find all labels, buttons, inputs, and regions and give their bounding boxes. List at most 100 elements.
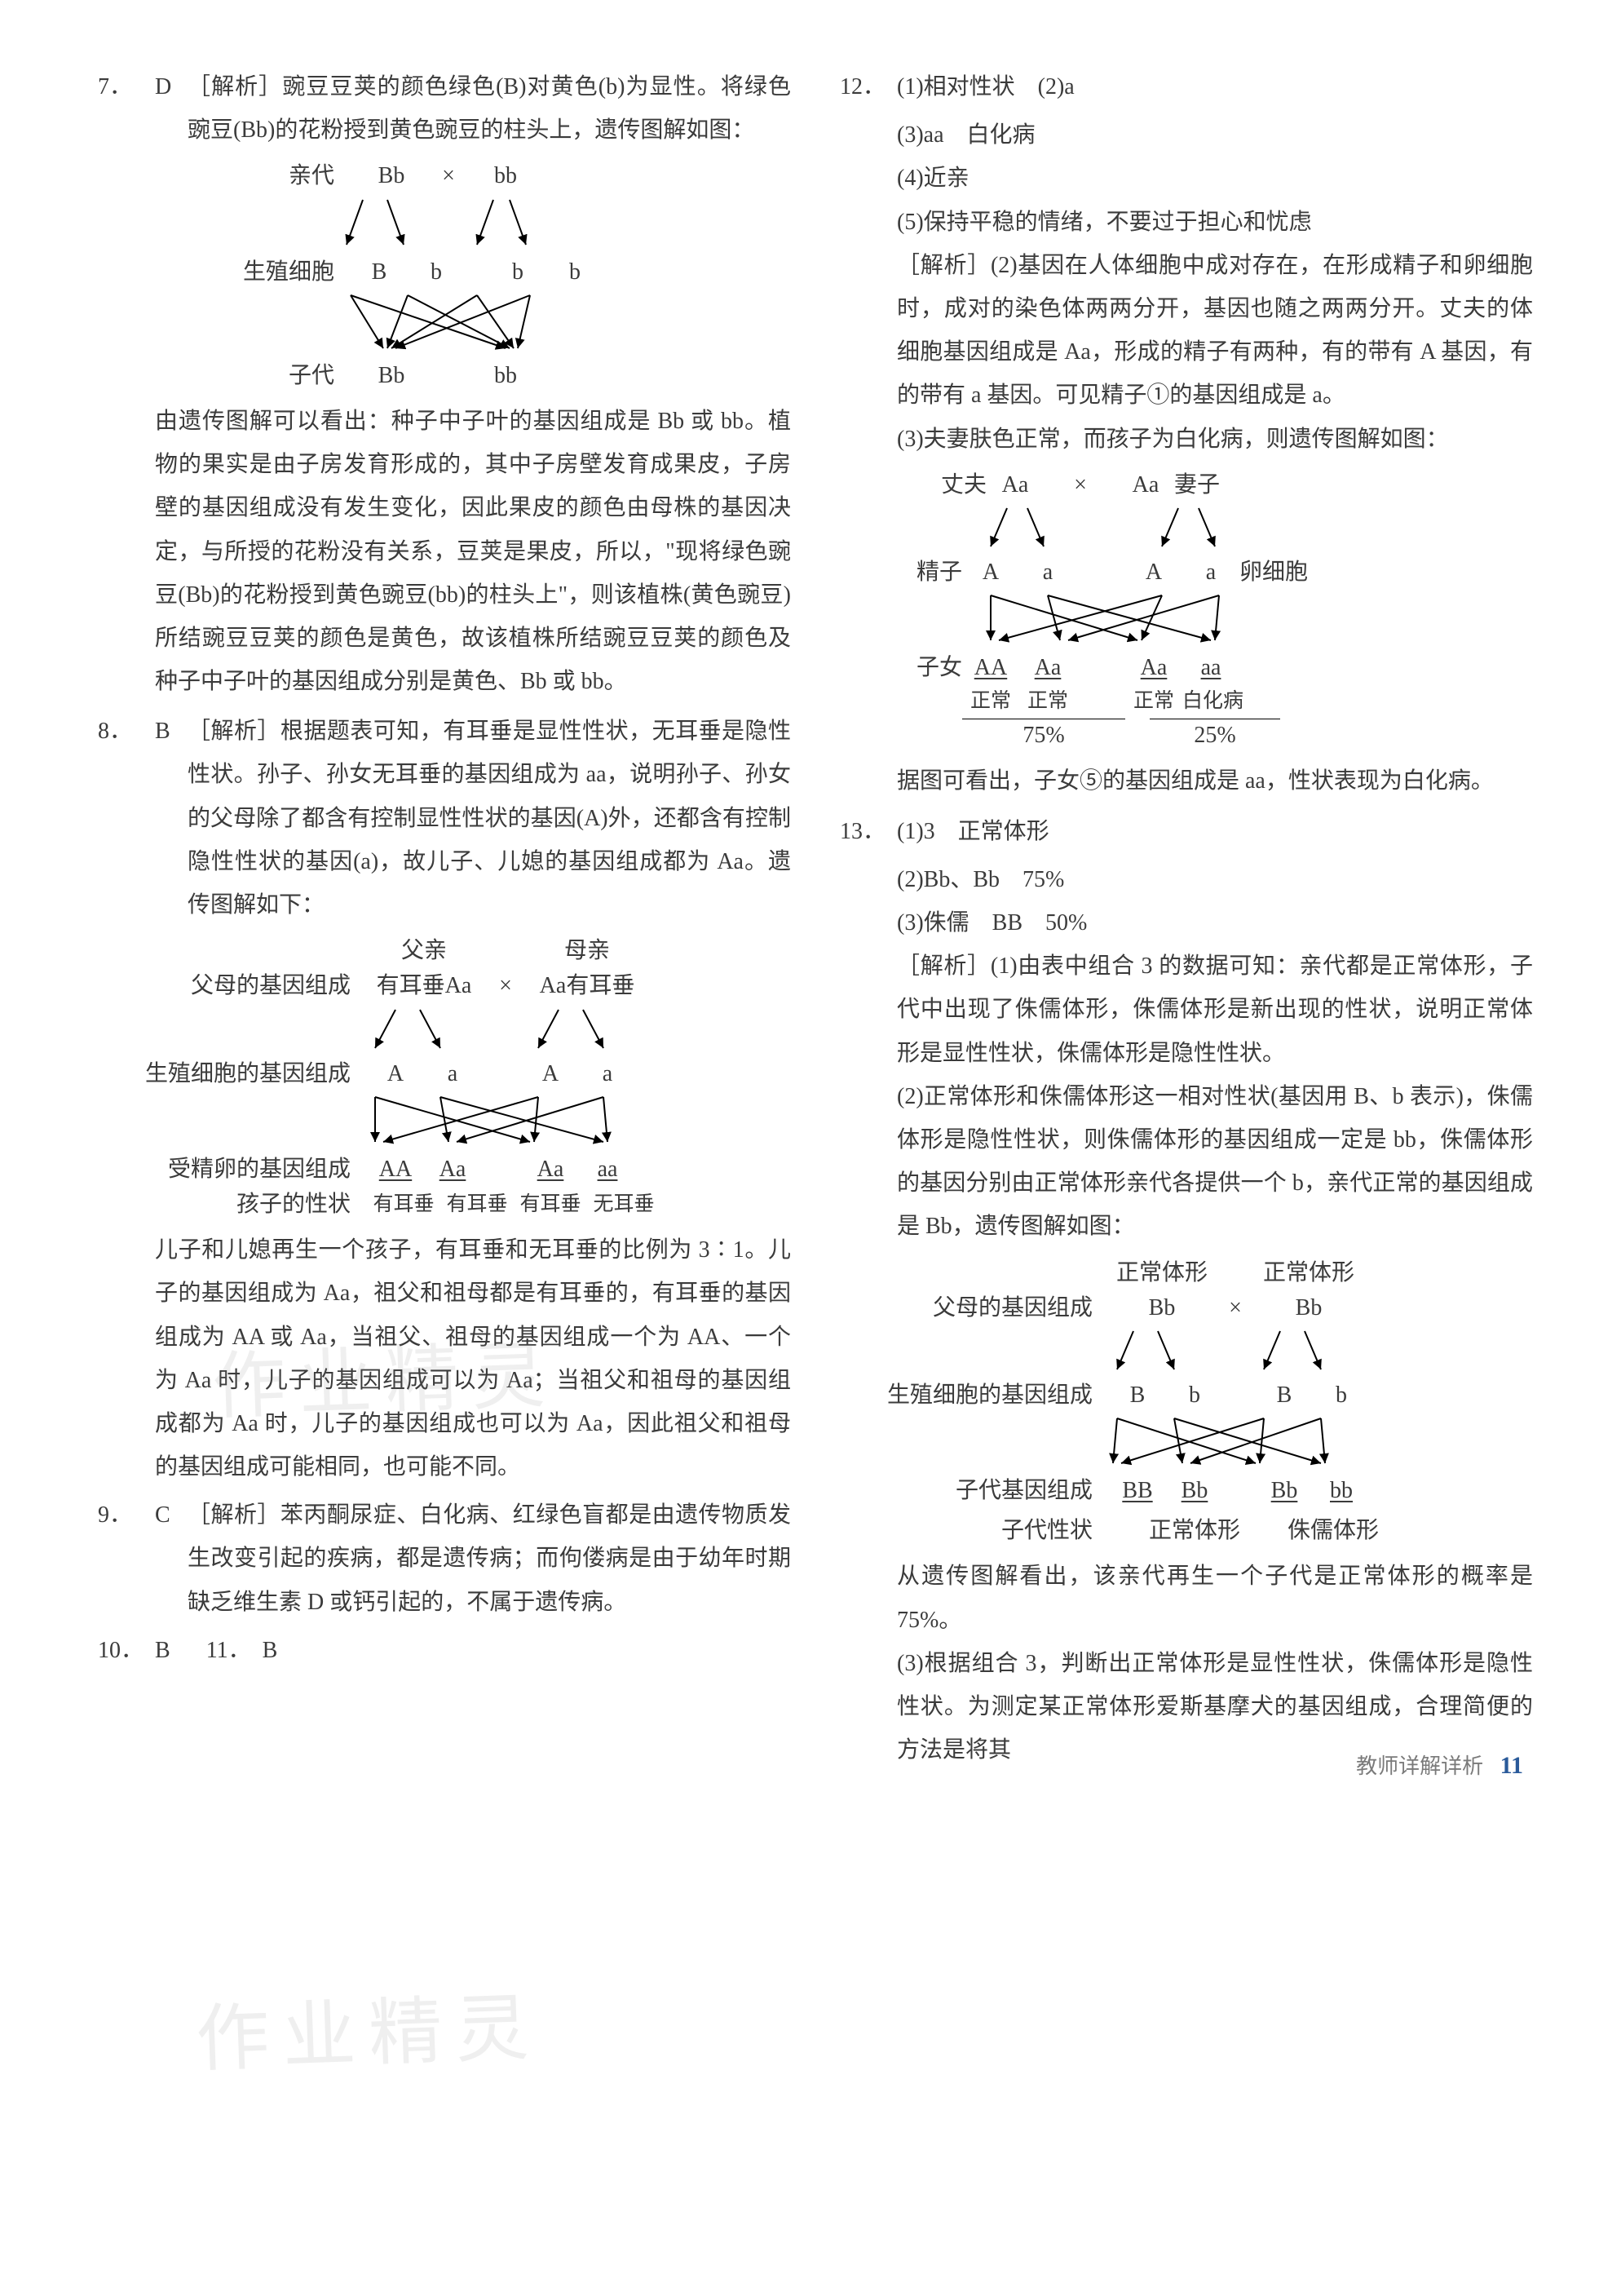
g3: A — [1125, 556, 1182, 588]
gamete-gene-label: 生殖细胞的基因组成 — [864, 1379, 1109, 1411]
q9-answer: C — [155, 1493, 188, 1624]
gamete-gene-label: 生殖细胞的基因组成 — [122, 1058, 367, 1090]
g2: a — [424, 1058, 481, 1090]
p0r: 正常体形 — [1256, 1257, 1362, 1289]
q12: 12． (1)相对性状 (2)a — [840, 65, 1533, 108]
zygote-gene-label: 受精卵的基因组成 — [122, 1153, 367, 1185]
q12-a1: (1)相对性状 (2)a — [897, 65, 1533, 108]
gamete-label: 生殖细胞 — [155, 256, 351, 288]
o4: aa — [579, 1153, 636, 1185]
analysis-tag: ［解析］ — [188, 719, 280, 744]
q8-answer: B — [155, 710, 188, 927]
q11-number: 11． — [206, 1638, 240, 1663]
q8-diagram: 父亲 母亲 父母的基因组成 有耳垂Aa × Aa有耳垂 生殖细胞的基因组成 A — [122, 935, 791, 1220]
q13-diagram: 正常体形 正常体形 父母的基因组成 Bb × Bb 生殖细胞的基因组成 B b — [864, 1257, 1533, 1547]
q8-text2: 儿子和儿媳再生一个孩子，有耳垂和无耳垂的比例为 3∶1。儿子的基因组成为 Aa，… — [98, 1228, 791, 1489]
left-column: 7． D ［解析］豌豆豆荚的颜色绿色(B)对黄色(b)为显性。将绿色豌豆(Bb)… — [98, 65, 791, 1772]
g2: a — [1019, 556, 1076, 588]
q13-a2: (2)Bb、Bb 75% — [840, 858, 1533, 901]
q12-number: 12． — [840, 65, 897, 108]
arrows-svg — [155, 196, 612, 253]
o2: Bb — [1166, 1475, 1223, 1506]
p1: 正常体形 — [1109, 1515, 1280, 1546]
g1: B — [351, 256, 408, 288]
g4: a — [579, 1058, 636, 1090]
cross: × — [1215, 1292, 1256, 1324]
q8-number: 8． — [98, 710, 155, 927]
p2: 正常 — [1019, 687, 1076, 715]
footer-label: 教师详解详析 — [1356, 1754, 1483, 1778]
g1: A — [367, 1058, 424, 1090]
off-label: 子代 — [155, 360, 351, 392]
p4: 白化病 — [1182, 687, 1256, 715]
analysis-tag: ［解析］ — [188, 1502, 280, 1528]
cross-arrows — [864, 1414, 1435, 1471]
p2: 有耳垂 — [440, 1190, 514, 1219]
q12-diagram: 丈夫 Aa × Aa 妻子 精子 A a A a 卵细胞 — [897, 469, 1533, 752]
q7-answer: D — [155, 65, 188, 152]
off-trait-label: 子代性状 — [864, 1515, 1109, 1546]
parent-r: Aa — [1117, 469, 1174, 501]
cross-symbol: × — [432, 160, 465, 192]
wife-label: 妻子 — [1174, 469, 1248, 501]
g3: A — [522, 1058, 579, 1090]
g2: b — [1166, 1379, 1223, 1411]
q13-a1: (1)3 正常体形 — [897, 810, 1533, 853]
g1: B — [1109, 1379, 1166, 1411]
q13-e2b: 从遗传图解看出，该亲代再生一个子代是正常体形的概率是 75%。 — [840, 1555, 1533, 1641]
parent-gene-label: 父母的基因组成 — [864, 1292, 1109, 1324]
parent-gene-label: 父母的基因组成 — [122, 970, 367, 1002]
analysis-tag: ［解析］ — [188, 74, 282, 100]
page-footer: 教师详解详析 11 — [1356, 1750, 1523, 1780]
o1: AA — [962, 652, 1019, 683]
q7-number: 7． — [98, 65, 155, 152]
q13-e2: (2)正常体形和侏儒体形这一相对性状(基因用 B、b 表示)，侏儒体形是隐性性状… — [840, 1075, 1533, 1249]
p1: 正常 — [962, 687, 1019, 715]
watermark: 作业精灵 — [194, 1968, 543, 2086]
q8: 8． B ［解析］根据题表可知，有耳垂是显性性状，无耳垂是隐性性状。孙子、孙女无… — [98, 710, 791, 927]
arrows — [864, 1327, 1435, 1376]
p0l: 正常体形 — [1109, 1257, 1215, 1289]
q10-number: 10． — [98, 1629, 155, 1672]
g3: b — [489, 256, 546, 288]
q7: 7． D ［解析］豌豆豆荚的颜色绿色(B)对黄色(b)为显性。将绿色豌豆(Bb)… — [98, 65, 791, 152]
q7-text2: 由遗传图解可以看出：种子中子叶的基因组成是 Bb 或 bb。植物的果实是由子房发… — [98, 400, 791, 703]
husband-label: 丈夫 — [897, 469, 987, 501]
q13-e1: (1)由表中组合 3 的数据可知：亲代都是正常体形，子代中出现了侏儒体形，侏儒体… — [897, 953, 1533, 1065]
g2: b — [408, 256, 465, 288]
q9-number: 9． — [98, 1493, 155, 1624]
o4: aa — [1182, 652, 1239, 683]
o1: AA — [367, 1153, 424, 1185]
p4: 无耳垂 — [587, 1190, 660, 1219]
q7-diagram: 亲代 Bb × bb 生殖细胞 B b b b — [155, 160, 791, 392]
q12-a4: (4)近亲 — [840, 157, 1533, 200]
parent-r: Bb — [1256, 1292, 1362, 1324]
parent-l: 有耳垂Aa — [367, 970, 481, 1002]
q12-e2: (2)基因在人体细胞中成对存在，在形成精子和卵细胞时，成对的染色体两两分开，基因… — [897, 253, 1533, 409]
q12-e3: (3)夫妻肤色正常，而孩子为白化病，则遗传图解如图： — [840, 418, 1533, 461]
o4: bb — [1313, 1475, 1370, 1506]
q13: 13． (1)3 正常体形 — [840, 810, 1533, 853]
p2: 侏儒体形 — [1280, 1515, 1386, 1546]
parent-l: Bb — [1109, 1292, 1215, 1324]
q11-answer: B — [263, 1638, 278, 1663]
o2: bb — [465, 360, 546, 392]
sperm-label: 精子 — [897, 556, 962, 588]
parent-r: Aa有耳垂 — [530, 970, 644, 1002]
right-column: 12． (1)相对性状 (2)a (3)aa 白化病 (4)近亲 (5)保持平稳… — [840, 65, 1533, 1772]
q12-a3: (3)aa 白化病 — [840, 113, 1533, 157]
analysis-tag: ［解析］ — [897, 253, 991, 278]
pct-a: 75% — [962, 719, 1125, 751]
o2: Aa — [424, 1153, 481, 1185]
cross: × — [481, 970, 530, 1002]
parent-r: bb — [465, 160, 546, 192]
q10-answer: B — [155, 1638, 170, 1663]
off-gene-label: 子代基因组成 — [864, 1475, 1109, 1506]
g1: A — [962, 556, 1019, 588]
o1: BB — [1109, 1475, 1166, 1506]
cross-arrows — [122, 1093, 693, 1150]
q9: 9． C ［解析］苯丙酮尿症、白化病、红绿色盲都是由遗传物质发生改变引起的疾病，… — [98, 1493, 791, 1624]
arrows — [122, 1006, 693, 1055]
parent-label: 亲代 — [155, 160, 351, 192]
p3: 有耳垂 — [514, 1190, 587, 1219]
